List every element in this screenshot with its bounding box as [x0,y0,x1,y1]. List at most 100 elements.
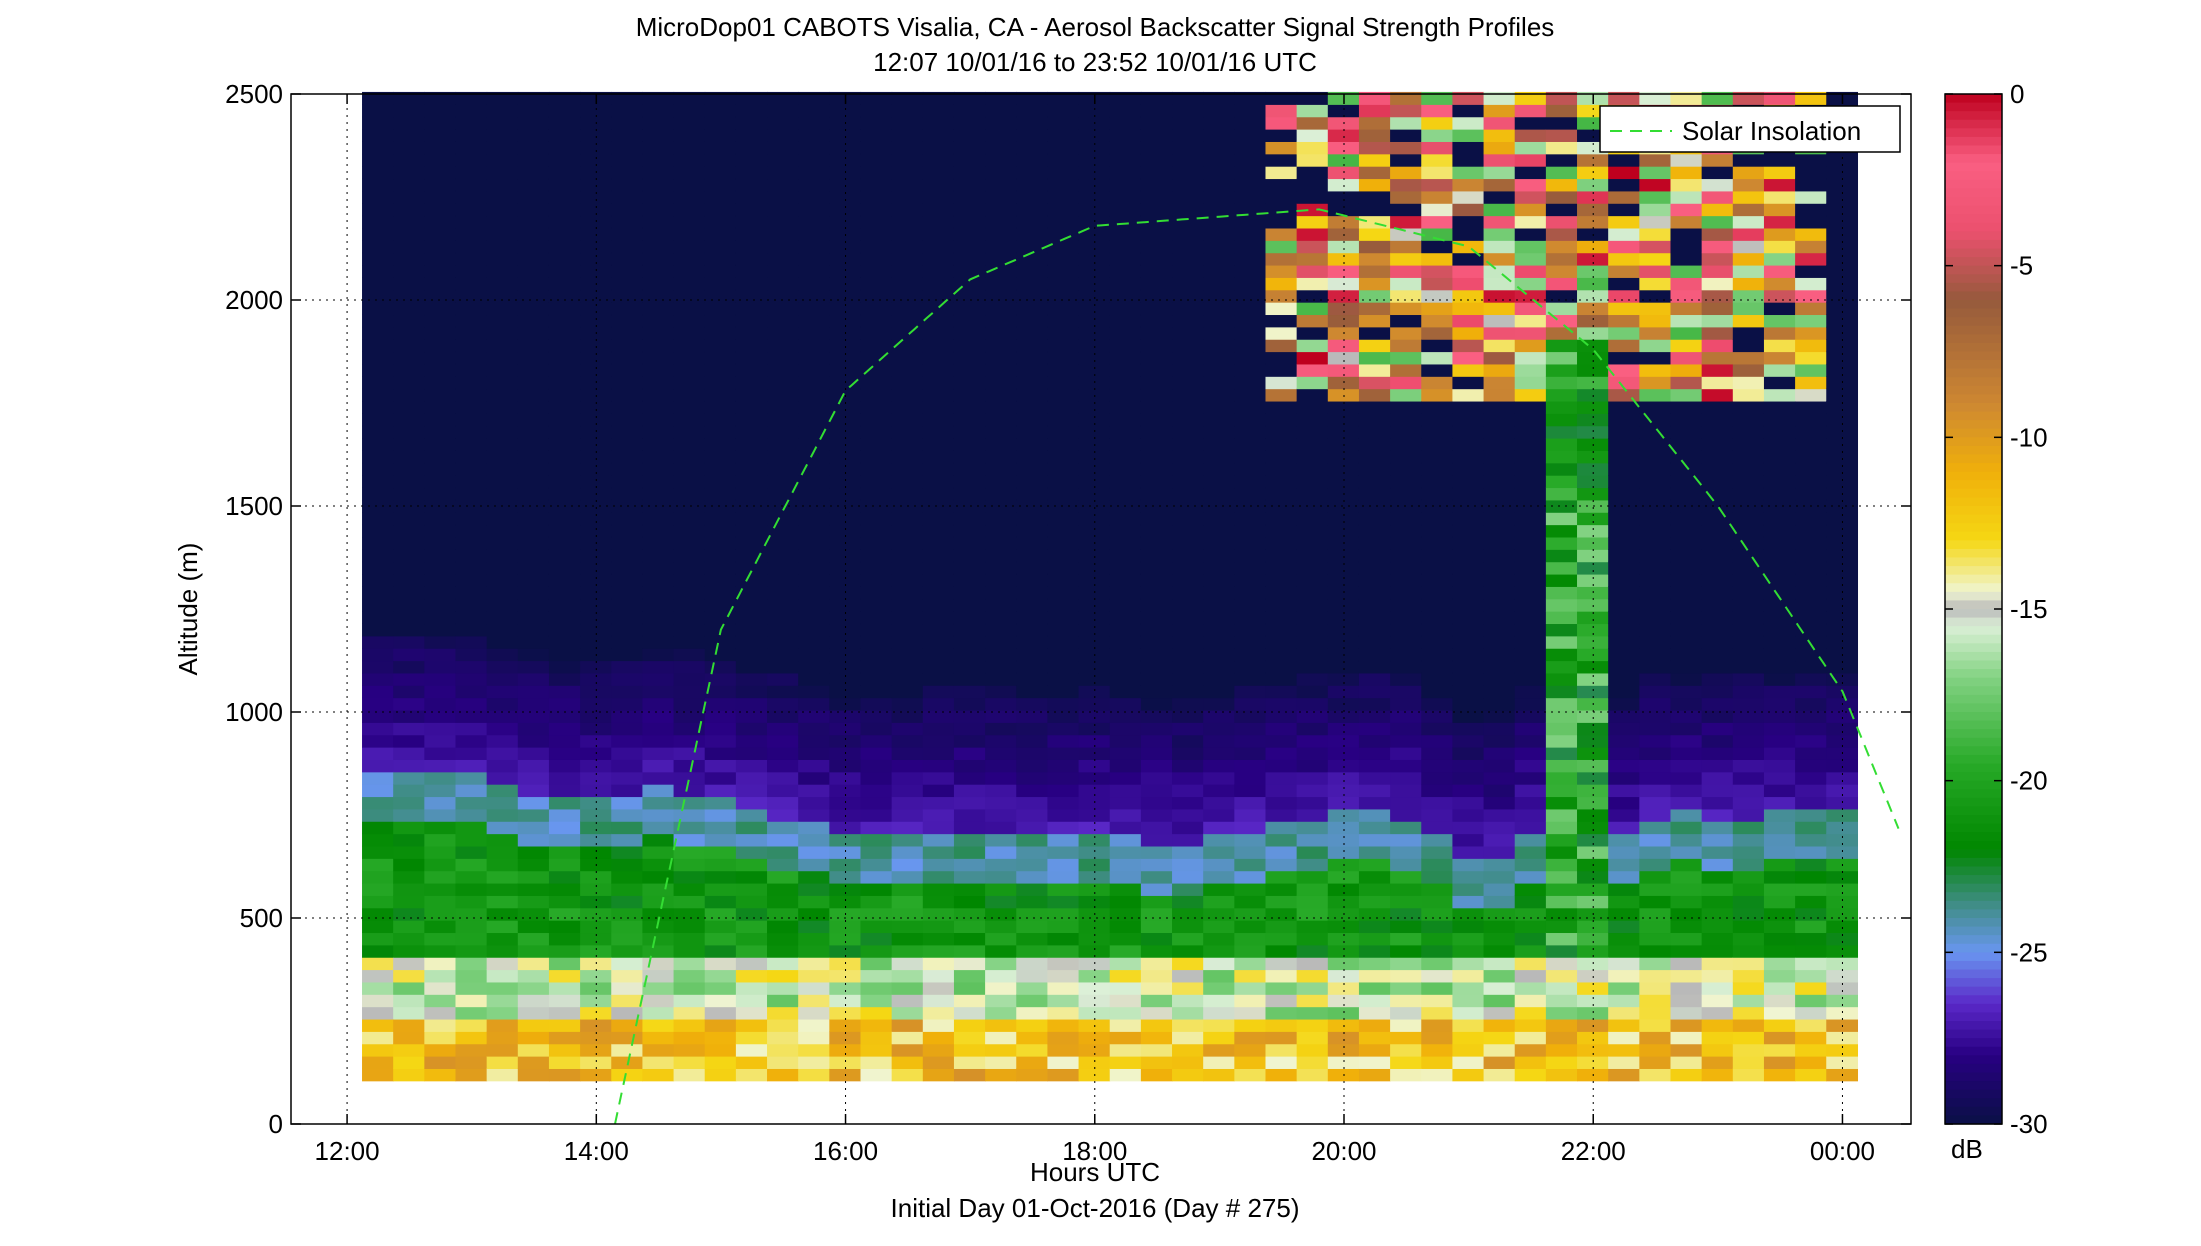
heatmap-cell [1514,264,1547,278]
heatmap-cell [1203,438,1235,451]
heatmap-cell [1296,129,1329,142]
heatmap-cell [1203,178,1235,192]
heatmap-cell [985,302,1017,316]
heatmap-cell [673,388,706,402]
heatmap-cell [642,240,675,254]
heatmap-cell [735,314,768,328]
heatmap-cell [704,536,737,550]
colorbar-cell [1945,609,2002,619]
heatmap-cell [1140,833,1173,847]
heatmap-cell [1608,994,1640,1008]
heatmap-cell [1795,957,1827,971]
heatmap-cell [424,895,457,909]
heatmap-cell [922,734,955,748]
heatmap-cell [1265,759,1298,773]
heatmap-cell [1109,252,1142,266]
heatmap-cell [1545,339,1578,353]
heatmap-cell [1016,400,1049,414]
heatmap-cell [611,277,644,291]
colorbar-cell [1945,763,2002,773]
heatmap-cell [548,153,581,167]
heatmap-cell [1483,314,1516,328]
heatmap-cell [1140,425,1173,439]
heatmap-cell [1296,672,1329,686]
heatmap-cell [1421,821,1454,835]
heatmap-cell [1265,302,1298,316]
heatmap-cell [922,697,955,711]
heatmap-cell [1016,845,1049,859]
heatmap-cell [1826,1006,1859,1020]
heatmap-cell [1047,573,1080,587]
heatmap-cell [1390,1068,1422,1082]
heatmap-cell [517,462,550,476]
heatmap-cell [393,1018,425,1032]
heatmap-cell [611,129,644,142]
heatmap-cell [611,635,644,649]
heatmap-cell [829,475,862,489]
heatmap-cell [1514,326,1547,340]
heatmap-cell [1483,450,1516,464]
heatmap-cell [953,512,986,526]
heatmap-cell [1234,351,1267,365]
heatmap-cell [548,882,581,896]
heatmap-cell [735,747,768,760]
heatmap-cell [611,870,644,884]
heatmap-cell [922,413,955,427]
heatmap-cell [1140,302,1173,316]
heatmap-cell [1639,1043,1672,1057]
heatmap-cell [1514,882,1547,896]
heatmap-cell [1763,166,1796,180]
heatmap-cell [1327,660,1360,674]
heatmap-cell [1577,203,1609,217]
heatmap-cell [1421,623,1454,637]
heatmap-cell [1577,153,1609,167]
heatmap-cell [1452,784,1485,798]
heatmap-cell [1514,932,1547,946]
heatmap-cell [767,882,799,896]
heatmap-cell [486,994,519,1008]
heatmap-cell [1109,215,1142,229]
heatmap-cell [860,907,893,921]
heatmap-cell [1483,784,1516,798]
heatmap-cell [517,549,550,563]
heatmap-cell [1109,771,1142,785]
heatmap-cell [1577,685,1609,699]
heatmap-cell [1296,388,1329,402]
heatmap-cell [1358,363,1391,377]
heatmap-cell [1639,920,1672,934]
heatmap-cell [1701,648,1734,662]
heatmap-cell [611,648,644,662]
heatmap-cell [1763,339,1796,353]
colorbar-cell [1945,488,2002,499]
heatmap-cell [860,573,893,587]
heatmap-cell [891,153,924,167]
heatmap-cell [1452,302,1485,316]
heatmap-cell [1795,277,1827,291]
heatmap-cell [1327,289,1360,303]
heatmap-cell [393,598,425,612]
colorbar-cell [1945,308,2002,318]
heatmap-cell [1234,363,1267,377]
heatmap-cell [1545,709,1578,723]
heatmap-cell [393,400,425,414]
heatmap-cell [517,895,550,909]
heatmap-cell [1795,1043,1827,1057]
colorbar-cell [1945,935,2002,945]
heatmap-cell [1234,1056,1267,1069]
heatmap-cell [1514,870,1547,884]
heatmap-cell [517,858,550,872]
heatmap-cell [1047,462,1080,476]
heatmap-cell [1203,376,1235,390]
heatmap-cell [1140,227,1173,241]
heatmap-cell [735,932,768,946]
heatmap-cell [985,314,1017,328]
heatmap-cell [1701,339,1734,353]
heatmap-cell [642,264,675,278]
heatmap-cell [1390,438,1422,451]
heatmap-cell [548,351,581,365]
heatmap-cell [891,512,924,526]
heatmap-cell [1421,672,1454,686]
heatmap-cell [1577,635,1609,649]
heatmap-cell [922,141,955,155]
heatmap-cell [580,821,612,835]
